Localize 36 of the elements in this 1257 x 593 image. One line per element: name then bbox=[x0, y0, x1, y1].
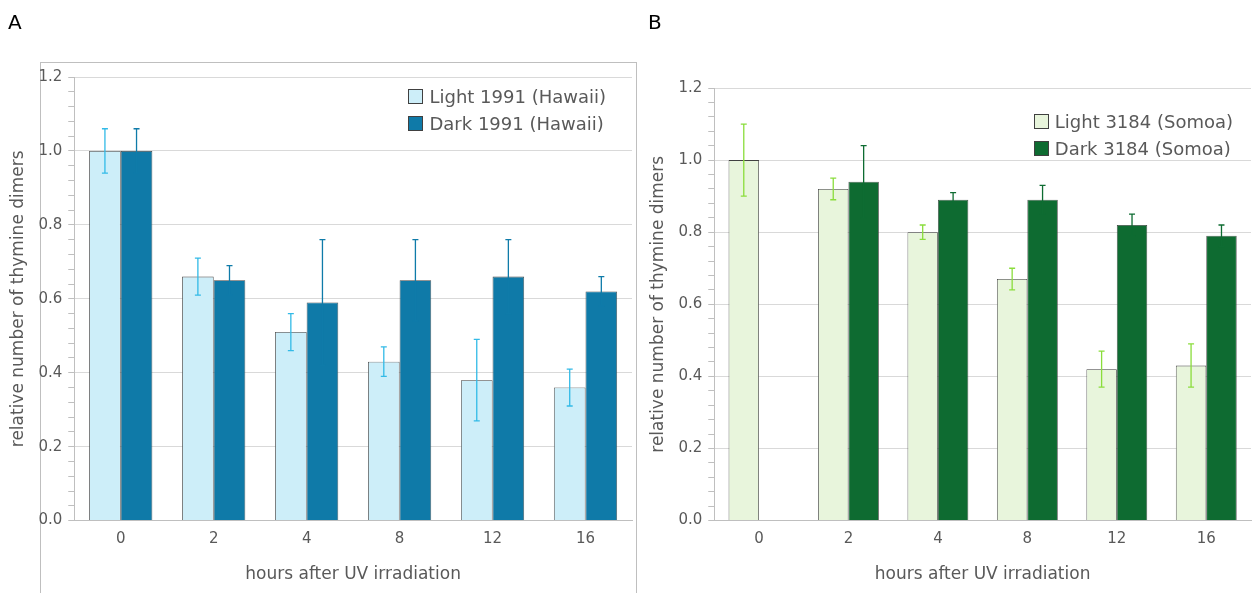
x-tick-label: 12 bbox=[1107, 529, 1127, 548]
x-tick-label: 16 bbox=[575, 529, 596, 548]
legend-label: Light 3184 (Somoa) bbox=[1054, 111, 1233, 132]
legend-label: Dark 1991 (Hawaii) bbox=[429, 113, 604, 134]
x-tick-label: 4 bbox=[933, 529, 943, 548]
x-tick-label: 8 bbox=[394, 529, 405, 548]
x-tick-label: 12 bbox=[483, 529, 503, 548]
y-tick-label: 1.2 bbox=[678, 77, 703, 96]
y-tick-label: 0.0 bbox=[38, 510, 63, 529]
y-tick-label: 1.0 bbox=[38, 140, 63, 159]
y-tick-label: 1.2 bbox=[38, 66, 63, 85]
x-tick-label: 0 bbox=[754, 529, 764, 548]
y-tick-label: 0.8 bbox=[38, 214, 63, 233]
y-tick-label: 0.4 bbox=[38, 362, 63, 381]
y-axis-title: relative number of thymine dimers bbox=[6, 150, 27, 448]
text: A bbox=[8, 10, 22, 34]
y-tick-label: 0.8 bbox=[678, 222, 703, 241]
x-axis-title: hours after UV irradiation bbox=[245, 563, 461, 584]
text: B bbox=[648, 10, 662, 34]
y-tick-label: 0.6 bbox=[38, 288, 63, 307]
x-tick-label: 4 bbox=[301, 529, 312, 548]
legend-label: Light 1991 (Hawaii) bbox=[429, 86, 606, 107]
y-tick-label: 0.4 bbox=[678, 366, 703, 385]
x-axis-title: hours after UV irradiation bbox=[874, 563, 1091, 584]
y-tick-label: 0.6 bbox=[678, 294, 703, 313]
x-tick-label: 8 bbox=[1022, 529, 1033, 548]
x-tick-label: 16 bbox=[1196, 529, 1216, 548]
x-tick-label: 0 bbox=[115, 529, 126, 548]
y-tick-label: 0.0 bbox=[678, 510, 703, 529]
y-tick-label: 0.2 bbox=[678, 438, 703, 457]
y-tick-label: 0.2 bbox=[38, 436, 63, 455]
legend-label: Dark 3184 (Somoa) bbox=[1054, 138, 1231, 159]
y-tick-label: 1.0 bbox=[678, 149, 703, 168]
x-tick-label: 2 bbox=[208, 529, 219, 548]
x-tick-label: 2 bbox=[843, 529, 854, 548]
y-axis-title: relative number of thymine dimers bbox=[646, 155, 667, 453]
